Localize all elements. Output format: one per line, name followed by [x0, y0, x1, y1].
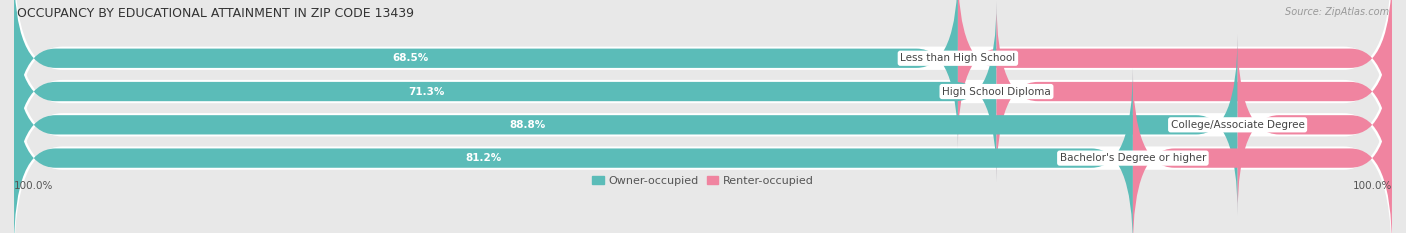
FancyBboxPatch shape	[14, 53, 1392, 233]
FancyBboxPatch shape	[14, 0, 1392, 163]
Text: Less than High School: Less than High School	[900, 53, 1015, 63]
FancyBboxPatch shape	[14, 35, 1237, 215]
FancyBboxPatch shape	[14, 1, 997, 182]
Text: College/Associate Degree: College/Associate Degree	[1171, 120, 1305, 130]
Text: 81.2%: 81.2%	[465, 153, 502, 163]
FancyBboxPatch shape	[1237, 35, 1392, 215]
FancyBboxPatch shape	[14, 0, 1392, 196]
Text: 68.5%: 68.5%	[392, 53, 429, 63]
Text: High School Diploma: High School Diploma	[942, 86, 1050, 96]
FancyBboxPatch shape	[14, 68, 1133, 233]
Text: 88.8%: 88.8%	[510, 120, 546, 130]
Text: Source: ZipAtlas.com: Source: ZipAtlas.com	[1285, 7, 1389, 17]
Legend: Owner-occupied, Renter-occupied: Owner-occupied, Renter-occupied	[588, 171, 818, 190]
Text: 100.0%: 100.0%	[14, 181, 53, 191]
FancyBboxPatch shape	[957, 0, 1392, 148]
Text: 71.3%: 71.3%	[409, 86, 444, 96]
FancyBboxPatch shape	[14, 20, 1392, 230]
FancyBboxPatch shape	[997, 1, 1392, 182]
Text: 100.0%: 100.0%	[1353, 181, 1392, 191]
Text: OCCUPANCY BY EDUCATIONAL ATTAINMENT IN ZIP CODE 13439: OCCUPANCY BY EDUCATIONAL ATTAINMENT IN Z…	[17, 7, 413, 20]
Text: Bachelor's Degree or higher: Bachelor's Degree or higher	[1060, 153, 1206, 163]
FancyBboxPatch shape	[14, 0, 957, 148]
FancyBboxPatch shape	[1133, 68, 1392, 233]
